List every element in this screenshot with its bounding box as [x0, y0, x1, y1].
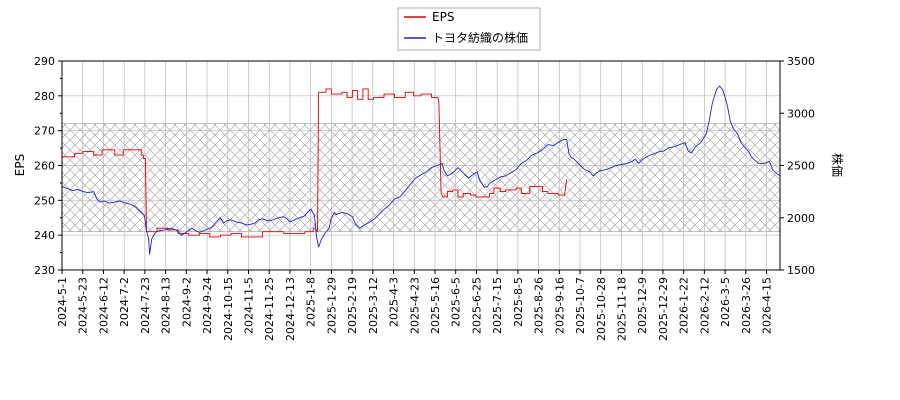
x-tick-label: 2025-8-26 — [533, 277, 546, 334]
left-tick-label: 270 — [34, 125, 55, 138]
grid-lines — [61, 60, 780, 271]
left-tick-label: 240 — [34, 229, 55, 242]
left-tick-label: 290 — [34, 55, 55, 68]
x-tick-label: 2026-3-26 — [740, 277, 753, 334]
x-tick-label: 2025-4-23 — [408, 277, 421, 334]
x-tick-label: 2025-1-29 — [325, 277, 338, 334]
right-axis-label: 株価 — [830, 153, 845, 177]
legend: EPS トヨタ紡織の株価 — [397, 7, 541, 51]
x-tick-label: 2025-9-16 — [553, 277, 566, 334]
x-tick-label: 2024-6-12 — [97, 277, 110, 334]
x-tick-label: 2025-2-19 — [346, 277, 359, 334]
x-tick-label: 2025-6-5 — [450, 277, 463, 327]
x-tick-label: 2025-10-28 — [595, 277, 608, 341]
x-tick-label: 2024-11-5 — [242, 277, 255, 334]
right-tick-label: 2000 — [787, 212, 815, 225]
series-layer — [62, 85, 780, 255]
left-tick-label: 230 — [34, 264, 55, 277]
x-tick-label: 2026-4-15 — [761, 277, 774, 334]
x-tick-label: 2024-5-1 — [56, 277, 69, 327]
x-tick-label: 2026-2-12 — [698, 277, 711, 334]
x-tick-label: 2024-8-13 — [160, 277, 173, 334]
x-tick-label: 2025-8-5 — [512, 277, 525, 327]
right-tick-label: 3500 — [787, 55, 815, 68]
legend-box — [397, 7, 541, 51]
right-tick-label: 3000 — [787, 107, 815, 120]
x-tick-label: 2024-9-24 — [201, 277, 214, 334]
hatched-band — [61, 123, 781, 232]
left-tick-label: 280 — [34, 90, 55, 103]
x-tick-label: 2025-12-9 — [636, 277, 649, 334]
x-tick-label: 2025-4-3 — [388, 277, 401, 327]
x-tick-label: 2025-11-18 — [615, 277, 628, 341]
x-tick-label: 2025-10-7 — [574, 277, 587, 334]
x-tick-label: 2024-7-2 — [118, 277, 131, 327]
x-tick-label: 2025-6-25 — [470, 277, 483, 334]
left-axis-ticks: 230 240 250 260 270 280 290 — [34, 55, 62, 277]
right-axis-ticks: 1500 2000 2500 3000 3500 — [780, 55, 815, 277]
x-tick-label: 2024-12-13 — [284, 277, 297, 341]
x-tick-label: 2025-12-29 — [657, 277, 670, 341]
series-line-stock-price — [62, 85, 780, 255]
x-tick-label: 2024-10-15 — [222, 277, 235, 341]
x-tick-label: 2024-5-23 — [77, 277, 90, 334]
right-tick-label: 1500 — [787, 264, 815, 277]
x-tick-label: 2024-7-23 — [139, 277, 152, 334]
x-tick-label: 2025-7-15 — [491, 277, 504, 334]
legend-label-stock-price: トヨタ紡織の株価 — [432, 30, 528, 45]
legend-label-eps: EPS — [432, 10, 454, 24]
left-tick-label: 260 — [34, 160, 55, 173]
left-tick-label: 250 — [34, 194, 55, 207]
x-tick-label: 2024-9-2 — [180, 277, 193, 327]
right-tick-label: 2500 — [787, 160, 815, 173]
x-axis-ticks: 2024-5-1 2024-5-23 2024-6-12 2024-7-2 2024-7… — [56, 270, 774, 341]
x-tick-label: 2025-1-8 — [305, 277, 318, 327]
x-tick-label: 2025-5-16 — [429, 277, 442, 334]
series-line-eps — [62, 88, 568, 238]
x-tick-label: 2024-11-25 — [263, 277, 276, 341]
left-axis-label: EPS — [13, 154, 27, 176]
x-tick-label: 2026-1-22 — [678, 277, 691, 334]
x-tick-label: 2026-3-5 — [719, 277, 732, 327]
x-tick-label: 2025-3-12 — [367, 277, 380, 334]
